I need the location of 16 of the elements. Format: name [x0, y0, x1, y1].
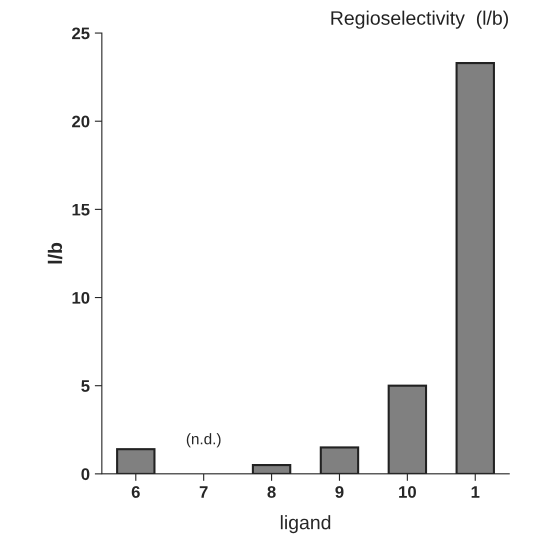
y-tick-label: 25 [72, 27, 90, 40]
y-tick-label: 10 [72, 292, 90, 304]
x-tick-label: 9 [335, 486, 344, 498]
y-tick-label: 15 [72, 204, 90, 216]
x-axis-title: ligand [280, 515, 330, 534]
x-tick-label: 6 [132, 486, 140, 498]
x-tick-label: 8 [267, 486, 276, 498]
x-tick-label: 10 [399, 486, 416, 498]
chart-title: Regioselectivity (l/b) [331, 10, 508, 29]
y-tick-label: 0 [81, 468, 90, 480]
y-tick-label: 20 [72, 116, 90, 128]
annotation: (n.d.) [186, 433, 221, 448]
x-tick-label: 7 [200, 486, 208, 498]
y-tick-label: 5 [81, 380, 90, 392]
y-axis-title: l/b [48, 242, 62, 264]
x-tick-label: 1 [472, 486, 480, 498]
